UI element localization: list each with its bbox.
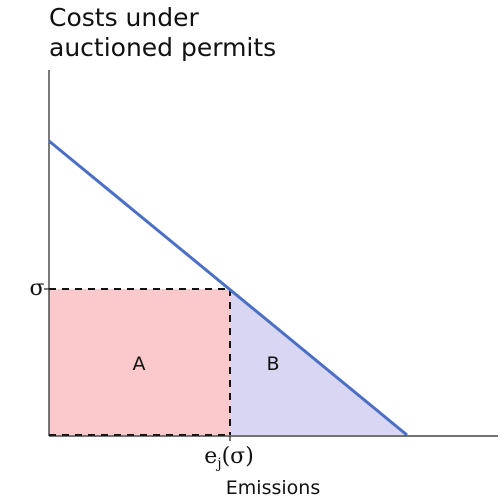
emissions-tick-label: ej(σ): [204, 444, 254, 472]
emissions-tick-subscript: j: [215, 456, 221, 472]
region-b-label: B: [266, 353, 279, 375]
x-axis-label: Emissions: [226, 477, 320, 499]
emissions-tick-suffix: (σ): [222, 444, 254, 469]
region-a-label: A: [133, 353, 146, 375]
marginal-cost-line: [48, 139, 408, 437]
title-line-1: Costs under: [49, 3, 199, 32]
emissions-tick-main: e: [204, 444, 217, 469]
region-a-area: [49, 289, 230, 435]
sigma-tick-label: σ: [29, 276, 44, 301]
title-line-2: auctioned permits: [49, 33, 276, 62]
